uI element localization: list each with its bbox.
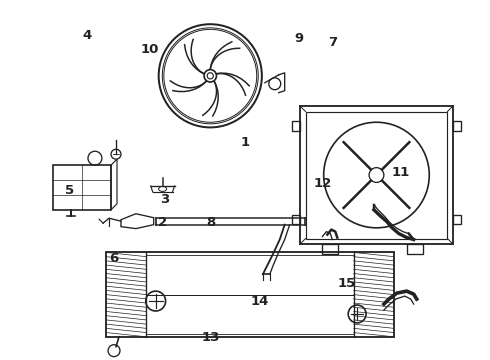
Text: 13: 13 bbox=[202, 331, 220, 344]
Bar bbox=[322, 244, 338, 255]
Bar bbox=[407, 244, 423, 255]
Bar bbox=[292, 215, 299, 224]
Text: 14: 14 bbox=[250, 295, 269, 308]
Text: 5: 5 bbox=[65, 184, 74, 197]
Text: 8: 8 bbox=[206, 216, 216, 229]
Bar bbox=[453, 215, 461, 224]
Bar bbox=[299, 105, 453, 244]
Text: 4: 4 bbox=[82, 29, 92, 42]
Bar bbox=[453, 121, 461, 131]
Text: 15: 15 bbox=[338, 277, 356, 290]
Text: 11: 11 bbox=[392, 166, 410, 179]
Bar bbox=[106, 252, 394, 337]
Text: 7: 7 bbox=[328, 36, 337, 49]
Text: 6: 6 bbox=[109, 252, 119, 265]
Bar bbox=[53, 165, 111, 210]
Text: 1: 1 bbox=[241, 136, 249, 149]
Text: 9: 9 bbox=[294, 32, 303, 45]
Text: 3: 3 bbox=[160, 193, 170, 206]
Bar bbox=[292, 121, 299, 131]
Text: 10: 10 bbox=[141, 43, 159, 56]
Text: 2: 2 bbox=[158, 216, 167, 229]
Bar bbox=[306, 112, 447, 239]
Text: 12: 12 bbox=[314, 177, 332, 190]
